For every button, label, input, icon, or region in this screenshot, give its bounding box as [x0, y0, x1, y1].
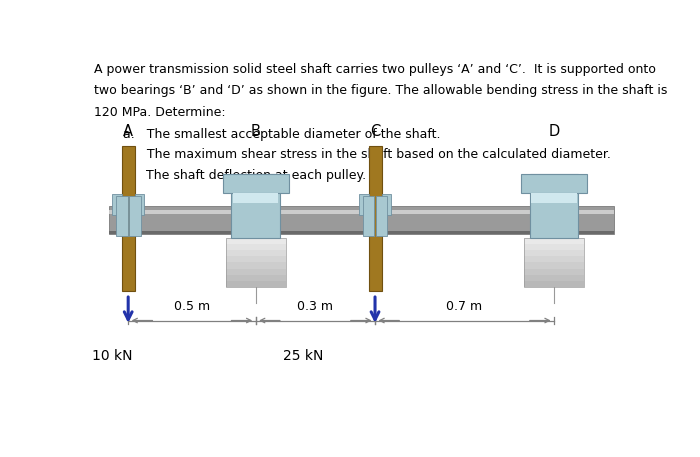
Text: 10 kN: 10 kN [92, 349, 132, 363]
Bar [524, 238, 584, 244]
Bar [134, 194, 144, 215]
Bar [226, 244, 286, 250]
Text: 25 kN: 25 kN [283, 349, 323, 363]
Bar [226, 275, 286, 281]
Bar [376, 196, 387, 236]
Bar [223, 175, 288, 193]
Bar [368, 146, 382, 291]
Bar [129, 196, 141, 236]
Text: D: D [548, 124, 560, 139]
Text: a.   The smallest acceptable diameter of the shaft.: a. The smallest acceptable diameter of t… [122, 128, 440, 141]
Bar [382, 194, 391, 215]
Bar [524, 269, 584, 275]
Text: 120 MPa. Determine:: 120 MPa. Determine: [94, 106, 225, 119]
Bar [109, 210, 614, 214]
Bar [524, 262, 584, 269]
Bar [226, 281, 286, 287]
Bar [530, 175, 578, 238]
Text: C: C [370, 124, 380, 139]
Bar [524, 244, 584, 250]
Bar [363, 196, 375, 236]
Bar [116, 196, 127, 236]
Text: A: A [123, 124, 133, 139]
Bar [524, 281, 584, 287]
Bar [112, 194, 122, 215]
Text: 0.7 m: 0.7 m [447, 301, 482, 314]
Bar [231, 175, 280, 238]
Bar [226, 238, 286, 244]
Bar [524, 238, 584, 287]
Bar [531, 193, 577, 203]
Bar [109, 231, 614, 234]
Text: 0.3 m: 0.3 m [298, 301, 333, 314]
Bar [524, 275, 584, 281]
Bar [226, 256, 286, 262]
Bar [226, 262, 286, 269]
Bar [521, 175, 587, 193]
Text: c.   The shaft deflection at each pulley.: c. The shaft deflection at each pulley. [122, 169, 366, 182]
Text: 0.5 m: 0.5 m [174, 301, 210, 314]
Bar [226, 238, 286, 287]
Bar [524, 256, 584, 262]
Bar [233, 193, 279, 203]
Text: two bearings ‘B’ and ‘D’ as shown in the figure. The allowable bending stress in: two bearings ‘B’ and ‘D’ as shown in the… [94, 85, 667, 97]
Text: B: B [251, 124, 260, 139]
Text: A power transmission solid steel shaft carries two pulleys ‘A’ and ‘C’.  It is s: A power transmission solid steel shaft c… [94, 63, 656, 75]
Bar [122, 146, 134, 291]
Bar [226, 250, 286, 256]
Text: b.   The maximum shear stress in the shaft based on the calculated diameter.: b. The maximum shear stress in the shaft… [122, 149, 610, 161]
Bar [226, 269, 286, 275]
Bar [358, 194, 368, 215]
Bar [524, 250, 584, 256]
Bar [109, 206, 614, 234]
